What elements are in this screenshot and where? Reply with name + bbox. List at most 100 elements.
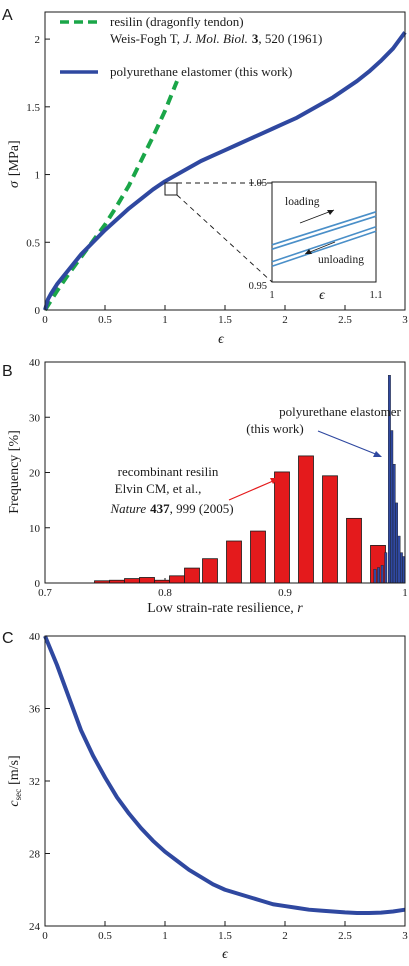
panel-a-xtick-label: 3 — [402, 314, 408, 326]
panel-a-ylabel-unit: [MPa] — [7, 140, 22, 176]
zoom-connector-bottom — [176, 194, 273, 283]
histogram-bar-polyurethane — [377, 567, 380, 584]
panel-a-xtick-label: 2.5 — [338, 314, 352, 326]
panel-a-xtick-label: 1 — [162, 314, 168, 326]
panel-c-xtick-label: 0 — [42, 930, 48, 942]
panel-a-ytick-label: 0 — [35, 305, 41, 317]
histogram-bar-polyurethane — [390, 430, 394, 584]
panel-a-legend: resilin (dragonfly tendon) Weis-Fogh T, … — [60, 14, 322, 79]
series-resilin-line — [43, 80, 179, 312]
histogram-bar-resilin — [124, 578, 140, 584]
panel-b-letter: B — [2, 363, 13, 380]
panel-b-xtick-label: 1 — [402, 587, 408, 599]
panel-a-ytick-label: 0.5 — [26, 237, 40, 249]
panel-b-blue-arrowhead — [373, 451, 382, 457]
panel-b-frame — [44, 361, 406, 584]
panel-a-ytick-label: 1.5 — [26, 102, 40, 114]
panel-c-xtick-label: 1 — [162, 930, 168, 942]
panel-b-red-rest: , 999 (2005) — [170, 501, 234, 516]
panel-b-blue-arrow — [317, 430, 379, 456]
histogram-bar-resilin — [226, 540, 242, 584]
panel-b-blue-annotation-line2: (this work) — [246, 421, 303, 436]
panel-b-red-arrow — [228, 480, 274, 501]
panel-b-xlabel-var: r — [297, 601, 303, 616]
panel-a-ylabel-var: σ — [7, 180, 22, 188]
histogram-bar-polyurethane — [395, 502, 398, 584]
panel-c-ytick-label: 28 — [29, 849, 41, 861]
panel-c-ticks: 0 0.5 1 1.5 2 2.5 3 24 28 32 36 40 — [29, 631, 408, 942]
panel-b-red-volume: 437 — [150, 501, 170, 516]
histogram-bar-polyurethane — [373, 568, 377, 584]
panel-b-red-annotation-line3: Nature 437, 999 (2005) — [109, 501, 233, 516]
zoom-box — [164, 182, 178, 196]
inset-unloading-label: unloading — [318, 254, 364, 266]
panel-c: C 0 0.5 1 1.5 2 2.5 3 24 28 32 36 40 ϵ csec [m/s] — [2, 630, 408, 962]
legend-resilin-ref-volume: 3 — [252, 31, 259, 46]
histogram-bar-resilin — [169, 575, 185, 584]
panel-a-xlabel: ϵ — [218, 332, 225, 347]
panel-a-ytick-label: 1 — [35, 170, 41, 182]
histogram-bar-polyurethane — [400, 552, 403, 584]
inset-ytick-top: 1.05 — [249, 178, 267, 189]
panel-c-frame — [44, 635, 406, 927]
histogram-bar-polyurethane — [397, 535, 401, 584]
panel-b-xlabel: Low strain-rate resilience, r — [147, 601, 303, 616]
panel-b-xlabel-text: Low strain-rate resilience, — [147, 601, 297, 616]
panel-c-series — [43, 635, 406, 915]
panel-c-ylabel-unit: [m/s] — [7, 755, 22, 785]
panel-b-xtick-label: 0.7 — [38, 587, 52, 599]
legend-resilin-ref-journal: J. Mol. Biol. — [183, 31, 248, 46]
histogram-bar-resilin — [274, 471, 290, 584]
legend-resilin-ref-b: , 520 (1961) — [258, 31, 322, 46]
inset-xlabel: ϵ — [319, 288, 326, 303]
panel-c-ytick-label: 36 — [29, 704, 41, 716]
inset-xtick-left: 1 — [269, 290, 274, 301]
panel-a-xtick-label: 1.5 — [218, 314, 232, 326]
inset-loading-curve — [271, 211, 377, 246]
inset-loading-curve — [271, 215, 377, 250]
histogram-bar-resilin — [184, 567, 200, 584]
panel-b-xtick-label: 0.9 — [278, 587, 292, 599]
panel-b-bars — [94, 375, 406, 584]
panel-a-ytick-label: 2 — [35, 34, 41, 46]
series-csec-line — [43, 635, 406, 915]
panel-c-xtick-label: 0.5 — [98, 930, 112, 942]
inset-loading-label: loading — [285, 196, 320, 208]
panel-b-ytick-label: 20 — [29, 468, 41, 480]
panel-c-xtick-label: 1.5 — [218, 930, 232, 942]
panel-a-ylabel: σ [MPa] — [7, 140, 22, 188]
panel-c-ytick-label: 40 — [29, 631, 41, 643]
panel-a-xtick-label: 0 — [42, 314, 48, 326]
panel-b-ytick-label: 40 — [29, 357, 41, 369]
panel-a-frame — [44, 11, 406, 311]
legend-resilin-reference: Weis-Fogh T, J. Mol. Biol. 3, 520 (1961) — [110, 31, 322, 46]
histogram-bar-resilin — [250, 530, 266, 584]
legend-resilin-ref-a: Weis-Fogh T, — [110, 31, 183, 46]
panel-a-inset: 1.05 0.95 1 1.1 ϵ loading unloading — [249, 178, 383, 303]
panel-a-xtick-label: 0.5 — [98, 314, 112, 326]
panel-b-xtick-label: 0.8 — [158, 587, 172, 599]
panel-c-ylabel-sub: sec — [13, 789, 23, 801]
panel-b-red-journal: Nature — [109, 501, 146, 516]
panel-a-letter: A — [2, 7, 13, 24]
inset-unloading-arrowhead — [305, 249, 312, 254]
histogram-bar-resilin — [322, 475, 338, 584]
panel-c-ylabel-var: c — [7, 800, 22, 807]
panel-c-xtick-label: 2.5 — [338, 930, 352, 942]
histogram-bar-resilin — [346, 517, 362, 584]
series-polyurethane-line — [43, 31, 407, 311]
histogram-bar-polyurethane — [392, 464, 396, 584]
histogram-bar-polyurethane — [380, 565, 384, 584]
inset-unloading-curve — [271, 226, 377, 263]
panel-a: A 0 0.5 1 1.5 2 2.5 3 0 0.5 1 1.5 2 resilin (dragon… — [2, 7, 408, 347]
inset-series — [271, 211, 377, 267]
panel-b-ytick-label: 30 — [29, 412, 41, 424]
panel-c-letter: C — [2, 630, 14, 647]
panel-c-ylabel: csec [m/s] — [7, 755, 23, 806]
inset-ytick-bottom: 0.95 — [249, 281, 267, 292]
inset-unloading-curve — [271, 230, 377, 267]
inset-loading-arrowhead — [327, 210, 334, 215]
legend-resilin-label: resilin (dragonfly tendon) — [110, 14, 244, 29]
